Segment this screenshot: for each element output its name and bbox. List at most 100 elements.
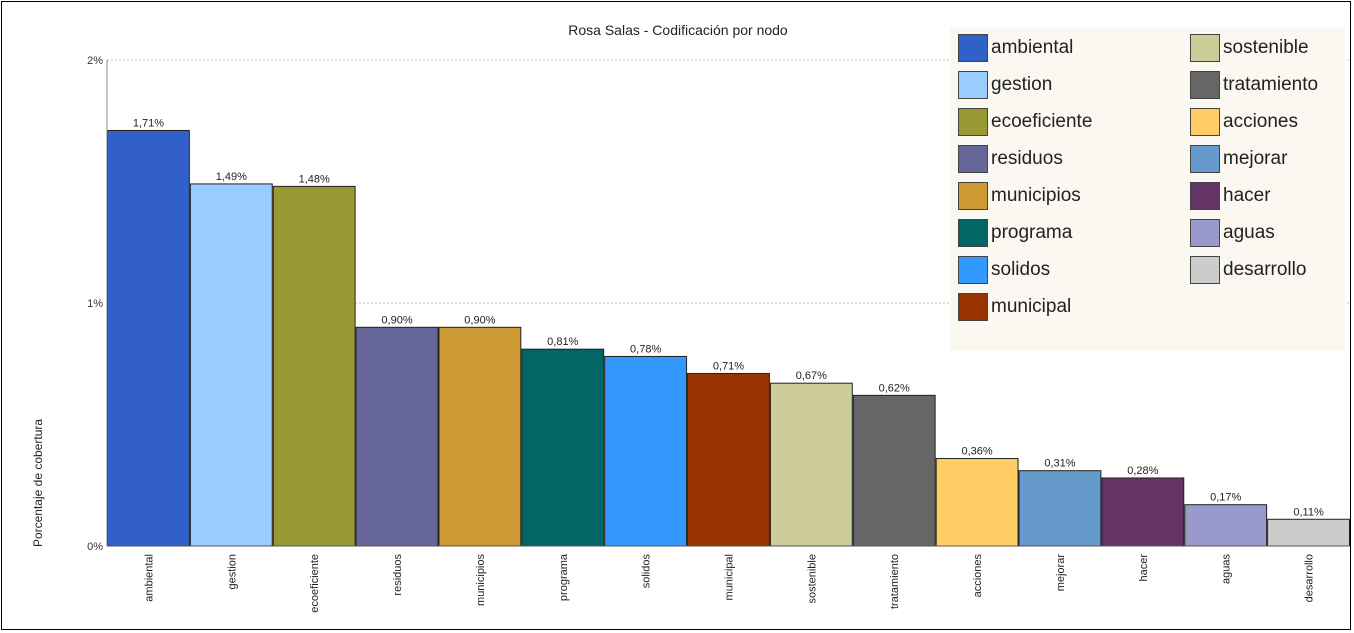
data-label: 1,49% (216, 171, 247, 183)
legend-swatch (1190, 256, 1220, 284)
legend-item-desarrollo: desarrollo (1190, 253, 1306, 287)
bar-programa (521, 348, 605, 547)
legend-item-acciones: acciones (1190, 105, 1298, 139)
data-label: 0,62% (879, 382, 910, 394)
data-label: 0,81% (547, 336, 578, 348)
gridlines (107, 59, 1350, 304)
x-tick-label: gestion (226, 554, 238, 589)
x-tick-labels: ambiental gestion ecoeficiente residuos muni… (143, 553, 1315, 613)
data-label: 0,31% (1044, 458, 1075, 470)
legend: ambiental gestion ecoeficiente residuos muni… (950, 28, 1345, 351)
bar-tratamiento (852, 394, 936, 547)
bar-gestion (189, 183, 273, 547)
x-tick-label: municipal (724, 554, 736, 600)
data-label: 0,28% (1127, 465, 1158, 477)
data-label: 0,67% (796, 370, 827, 382)
legend-swatch (1190, 71, 1220, 99)
legend-item-tratamiento: tratamiento (1190, 68, 1318, 102)
legend-item-mejorar: mejorar (1190, 142, 1287, 176)
legend-item-municipal: municipal (958, 290, 1071, 324)
legend-item-ambiental: ambiental (958, 31, 1073, 65)
legend-item-solidos: solidos (958, 253, 1050, 287)
legend-swatch (958, 182, 988, 210)
legend-item-ecoeficiente: ecoeficiente (958, 105, 1092, 139)
x-tick-label: aguas (1221, 554, 1233, 584)
legend-swatch (958, 34, 988, 62)
legend-swatch (1190, 182, 1220, 210)
y-tick-labels: 0% 1% 2% (87, 55, 103, 553)
legend-label: residuos (991, 148, 1063, 169)
x-tick-label: ecoeficiente (309, 554, 321, 613)
y-tick-label: 1% (87, 298, 103, 310)
legend-item-programa: programa (958, 216, 1072, 250)
legend-label: aguas (1223, 222, 1275, 243)
legend-item-sostenible: sostenible (1190, 31, 1309, 65)
bar-municipal (687, 372, 770, 547)
x-tick-label: residuos (392, 554, 404, 596)
y-tick-label: 2% (87, 55, 103, 67)
bar-residuos (355, 326, 439, 547)
bar-solidos (604, 355, 688, 547)
legend-item-aguas: aguas (1190, 216, 1275, 250)
x-tick-label: acciones (972, 554, 984, 598)
bar-hacer (1101, 477, 1185, 547)
chart-title: Rosa Salas - Codificación por nodo (568, 22, 788, 38)
y-axis-label: Porcentaje de cobertura (31, 419, 45, 547)
x-tick-label: municipios (475, 554, 487, 606)
x-tick-label: mejorar (1055, 554, 1067, 592)
bar-mejorar (1018, 470, 1102, 547)
legend-label: sostenible (1223, 37, 1309, 58)
data-label: 1,48% (299, 173, 330, 185)
legend-swatch (958, 108, 988, 136)
data-label: 0,71% (713, 360, 744, 372)
x-tick-label: programa (558, 553, 570, 601)
legend-label: mejorar (1223, 148, 1288, 169)
legend-item-municipios: municipios (958, 179, 1081, 213)
bar-acciones (935, 458, 1019, 547)
legend-label: municipal (991, 296, 1072, 317)
data-label: 0,11% (1293, 506, 1324, 518)
legend-label: gestion (991, 74, 1053, 95)
legend-swatch (1190, 108, 1220, 136)
data-label: 0,17% (1210, 492, 1241, 504)
legend-label: desarrollo (1223, 259, 1307, 280)
data-label: 1,71% (133, 117, 164, 129)
x-tick-label: desarrollo (1304, 554, 1316, 602)
legend-label: hacer (1223, 185, 1271, 206)
legend-item-gestion: gestion (958, 68, 1052, 102)
bar-ecoeficiente (272, 185, 356, 547)
legend-label: ambiental (991, 37, 1074, 58)
legend-swatch (958, 71, 988, 99)
x-tick-label: solidos (641, 554, 653, 589)
legend-label: municipios (991, 185, 1081, 206)
data-label: 0,36% (961, 446, 992, 458)
legend-swatch (1190, 145, 1220, 173)
x-tick-label: sostenible (806, 554, 818, 604)
bar-municipios (438, 326, 522, 547)
data-label: 0,90% (381, 314, 412, 326)
legend-label: ecoeficiente (991, 111, 1093, 132)
data-label: 0,90% (464, 314, 495, 326)
bar-sostenible (769, 382, 853, 547)
bar-aguas (1184, 504, 1268, 547)
legend-swatch (1190, 219, 1220, 247)
legend-label: solidos (991, 259, 1051, 280)
legend-label: tratamiento (1223, 74, 1319, 95)
x-tick-label: ambiental (143, 554, 155, 602)
data-label: 0,78% (630, 343, 661, 355)
legend-swatch (958, 219, 988, 247)
legend-label: programa (991, 222, 1073, 243)
legend-item-hacer: hacer (1190, 179, 1271, 213)
bars: 1,71% 1,49% 1,48% 0,90% 0,90% 0,81% 0,78% 0,71%… (107, 117, 1350, 547)
legend-swatch (958, 256, 988, 284)
y-tick-label: 0% (87, 541, 103, 553)
bar-ambiental (107, 129, 190, 547)
x-tick-label: hacer (1138, 554, 1150, 582)
legend-swatch (958, 145, 988, 173)
bar-desarrollo (1267, 518, 1350, 547)
legend-item-residuos: residuos (958, 142, 1063, 176)
legend-swatch (958, 293, 988, 321)
legend-label: acciones (1223, 111, 1298, 132)
